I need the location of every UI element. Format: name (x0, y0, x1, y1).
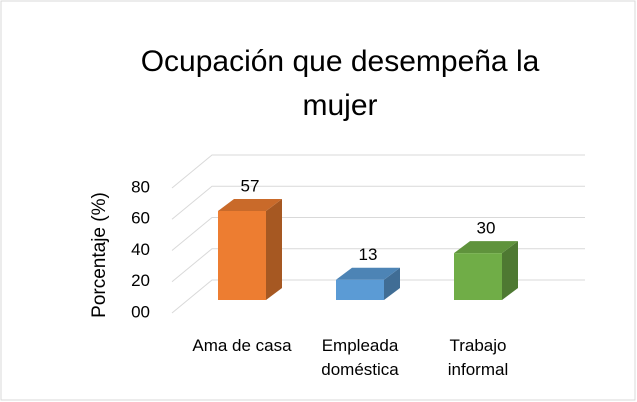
bar-face (454, 253, 502, 300)
x-tick-label: Ama de casa (192, 336, 292, 355)
y-tick-label: 60 (131, 209, 150, 228)
bar-face (336, 267, 400, 280)
grid-line (171, 154, 585, 189)
grid-line (171, 217, 585, 251)
bar (454, 241, 518, 300)
x-tick-label: Empleada doméstica (321, 336, 399, 379)
y-tick-label: 80 (131, 177, 150, 196)
value-label: 13 (359, 245, 378, 264)
y-tick-label: 40 (131, 240, 150, 259)
bar-face (502, 241, 518, 300)
y-axis-label: Porcentaje (%) (89, 192, 110, 318)
bar-face (218, 198, 282, 211)
grid-line (171, 185, 585, 220)
bar-face (218, 210, 266, 300)
y-tick-label: 20 (131, 271, 150, 290)
value-label: 57 (241, 176, 260, 195)
x-tick-label: Trabajo informal (447, 336, 509, 379)
bar-face (336, 279, 384, 300)
bar-face (266, 198, 282, 300)
bar (336, 267, 400, 300)
bar-face (384, 267, 400, 300)
bar-face (454, 241, 518, 254)
value-label: 30 (477, 219, 496, 238)
chart-title: Ocupación que desempeña la mujer (140, 45, 540, 122)
bar (218, 198, 282, 300)
y-tick-label: 00 (131, 302, 150, 321)
